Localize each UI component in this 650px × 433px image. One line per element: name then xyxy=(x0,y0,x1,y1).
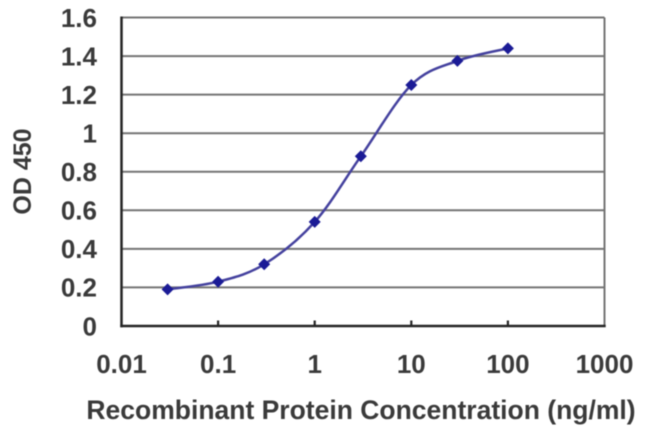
svg-text:1.6: 1.6 xyxy=(61,3,97,33)
svg-text:10: 10 xyxy=(397,349,426,379)
svg-text:0.6: 0.6 xyxy=(61,196,97,226)
svg-text:1.4: 1.4 xyxy=(61,41,98,71)
svg-text:OD 450: OD 450 xyxy=(9,128,37,214)
svg-text:1: 1 xyxy=(307,349,321,379)
svg-text:0.4: 0.4 xyxy=(61,234,98,264)
svg-text:100: 100 xyxy=(486,349,529,379)
svg-text:0.2: 0.2 xyxy=(61,273,97,303)
svg-text:1000: 1000 xyxy=(576,349,634,379)
svg-text:0.01: 0.01 xyxy=(96,349,147,379)
svg-text:1: 1 xyxy=(83,119,97,149)
svg-text:1.2: 1.2 xyxy=(61,80,97,110)
svg-text:0.1: 0.1 xyxy=(200,349,236,379)
svg-text:Recombinant Protein Concentrat: Recombinant Protein Concentration (ng/ml… xyxy=(86,395,635,425)
svg-text:0.8: 0.8 xyxy=(61,157,97,187)
svg-text:0: 0 xyxy=(83,311,97,341)
